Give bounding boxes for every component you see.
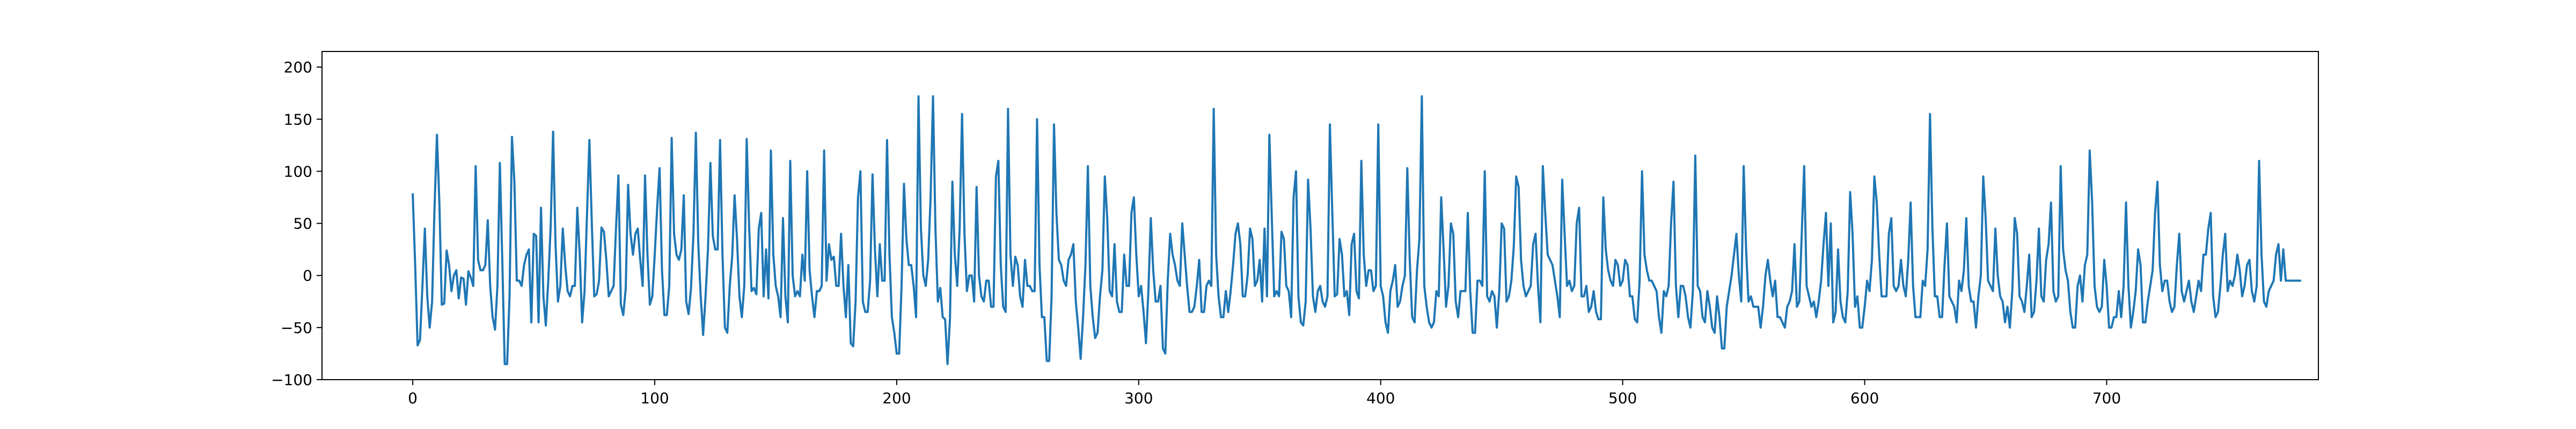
- y-tick-label: −100: [271, 371, 312, 389]
- y-axis: −100 −50 0 50 100 150 200: [271, 58, 322, 389]
- x-tick-label: 200: [882, 389, 911, 407]
- y-tick-label: 200: [284, 58, 312, 76]
- x-tick-label: 700: [2092, 389, 2121, 407]
- y-tick-label: −50: [281, 319, 312, 337]
- y-tick-label: 150: [284, 110, 312, 128]
- x-tick-label: 600: [1850, 389, 1879, 407]
- x-tick-label: 0: [408, 389, 418, 407]
- axes-frame: [321, 51, 2319, 380]
- x-tick-label: 400: [1366, 389, 1395, 407]
- y-tick-label: 0: [303, 267, 312, 285]
- y-tick-label: 100: [284, 162, 312, 180]
- x-tick-label: 500: [1608, 389, 1637, 407]
- x-tick-label: 300: [1124, 389, 1153, 407]
- series-line: [412, 95, 2302, 365]
- plot-area: [412, 95, 2302, 365]
- x-tick-label: 100: [640, 389, 669, 407]
- y-tick-label: 50: [293, 215, 312, 233]
- x-axis: 0 100 200 300 400 500 600 700: [408, 380, 2121, 407]
